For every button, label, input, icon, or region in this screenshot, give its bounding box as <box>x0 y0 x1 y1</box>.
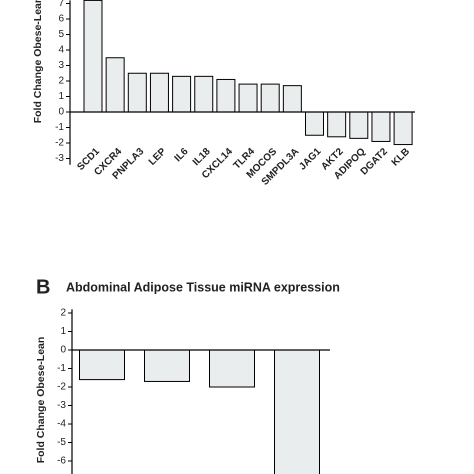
chart-title: Abdominal Adipose Tissue miRNA expressio… <box>66 280 340 294</box>
bar <box>393 111 413 146</box>
y-tick-label: -2 <box>55 138 64 149</box>
bar <box>216 78 236 113</box>
y-tick-label: -4 <box>57 419 66 430</box>
y-tick-label: 2 <box>58 76 64 87</box>
bar <box>238 83 258 113</box>
y-tick-label: 2 <box>60 308 66 319</box>
bar <box>172 75 192 113</box>
y-tick-label: 0 <box>58 107 64 118</box>
bar <box>209 349 255 388</box>
x-tick-label: KLB <box>390 146 412 168</box>
y-tick-label: -1 <box>57 363 66 374</box>
y-tick-label: -1 <box>55 122 64 133</box>
bar <box>349 111 369 139</box>
bar <box>194 75 214 113</box>
bar <box>144 349 190 382</box>
x-tick-label: IL6 <box>173 146 191 164</box>
x-tick-label: LEP <box>147 146 169 168</box>
bar <box>83 0 103 113</box>
bar <box>105 57 125 113</box>
bar <box>260 83 280 113</box>
panel-letter: B <box>36 276 50 298</box>
x-tick-label: JAG1 <box>297 146 324 173</box>
y-tick-label: -6 <box>57 456 66 467</box>
y-tick-label: 5 <box>58 29 64 40</box>
bar <box>327 111 347 138</box>
y-tick-label: 4 <box>58 45 64 56</box>
y-tick-label: 0 <box>60 345 66 356</box>
y-tick-label: 1 <box>58 91 64 102</box>
bar <box>282 85 302 113</box>
bar <box>305 111 324 136</box>
y-axis-label: Fold Change Obese-Lean <box>35 337 47 464</box>
y-tick-label: 6 <box>58 14 64 25</box>
y-tick-label: -2 <box>57 382 66 393</box>
y-tick-label: 1 <box>60 326 66 337</box>
y-tick-label: 7 <box>58 0 64 9</box>
y-axis-label: Fold Change Obese-Lean <box>32 0 44 123</box>
bar <box>274 349 320 474</box>
bar <box>371 111 391 142</box>
bar <box>127 72 147 113</box>
y-tick-label: -5 <box>57 437 66 448</box>
bar <box>149 72 169 113</box>
y-tick-label: -3 <box>57 400 66 411</box>
bar <box>79 349 125 381</box>
y-tick-label: -3 <box>55 153 64 164</box>
y-tick-label: 3 <box>58 60 64 71</box>
